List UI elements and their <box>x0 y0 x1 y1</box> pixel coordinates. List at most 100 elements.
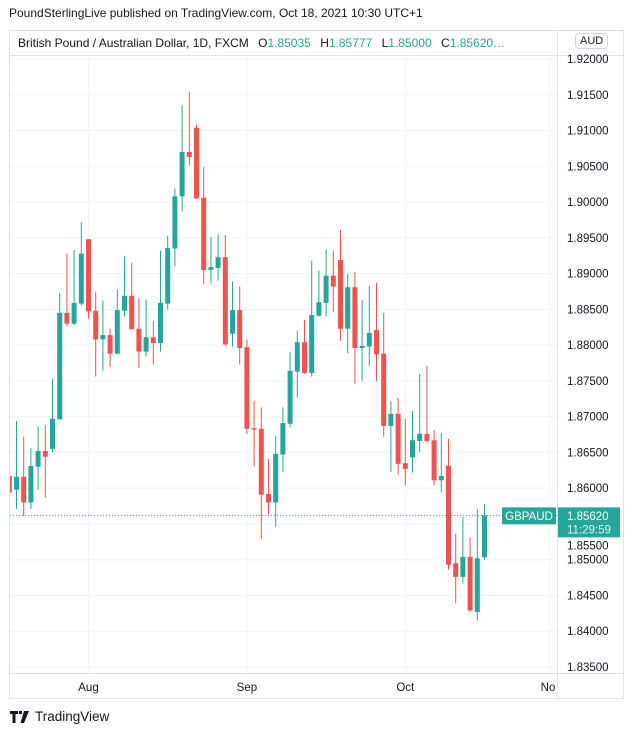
candle-up <box>143 337 149 352</box>
candle-down <box>237 310 243 348</box>
symbol-legend: British Pound / Australian Dollar, 1D, F… <box>18 36 505 50</box>
footer-brand-label: TradingView <box>35 709 110 724</box>
candle-up <box>230 310 235 334</box>
high-label: H <box>320 36 329 50</box>
y-tick-label: 1.88000 <box>567 340 609 352</box>
candle-down <box>302 342 307 374</box>
candle-up <box>14 476 19 490</box>
candle-down <box>107 335 113 354</box>
candle-up <box>280 423 286 455</box>
candle-down <box>136 328 142 352</box>
y-tick-label: 1.87500 <box>567 376 609 388</box>
candle-down <box>374 330 379 355</box>
candle-up <box>388 413 394 426</box>
candle-up <box>323 275 329 303</box>
candle-up <box>158 302 163 343</box>
candle-down <box>381 353 387 426</box>
candle-up <box>215 257 221 268</box>
candle-down <box>86 239 91 312</box>
candle-up <box>50 418 55 449</box>
candle-down <box>186 151 192 157</box>
candle-up <box>28 466 34 503</box>
candle-up <box>287 370 293 424</box>
candle-up <box>78 253 84 304</box>
candle-up <box>345 287 351 329</box>
y-tick-label: 1.84000 <box>567 626 609 638</box>
publisher-line: PoundSterlingLive published on TradingVi… <box>9 6 423 20</box>
candle-down <box>424 433 430 441</box>
candle-down <box>222 257 228 345</box>
y-tick-label: 1.91000 <box>567 126 609 138</box>
candle-down <box>352 287 358 348</box>
candle-down <box>453 563 459 577</box>
candle-down <box>330 275 336 287</box>
candle-up <box>179 151 185 197</box>
close-value: 1.85620… <box>449 36 506 50</box>
y-tick-label: 1.91500 <box>567 90 609 102</box>
candle-up <box>208 267 214 271</box>
low-label: L <box>381 36 389 50</box>
candle-down <box>150 337 156 343</box>
candle-up <box>366 332 372 347</box>
candle-up <box>410 440 415 458</box>
candle-up <box>294 342 300 372</box>
x-tick-label: No <box>541 682 556 694</box>
candle-down <box>10 476 12 493</box>
candle-up <box>474 558 480 612</box>
candle-up <box>460 556 466 577</box>
chart-frame <box>9 30 624 699</box>
y-tick-label: 1.92000 <box>567 54 609 66</box>
candle-up <box>172 196 178 249</box>
y-tick-label: 1.85000 <box>567 555 609 567</box>
candle-down <box>467 556 473 611</box>
y-tick-label: 1.88500 <box>567 304 609 316</box>
candle-down <box>338 259 343 329</box>
footer-brand: TradingView <box>10 709 109 724</box>
candle-down <box>42 450 48 457</box>
tradingview-logo-icon <box>10 710 29 723</box>
current-price-box <box>558 507 620 538</box>
candle-down <box>93 310 99 340</box>
candle-down <box>258 428 264 495</box>
x-tick-label: Aug <box>78 682 98 694</box>
high-value: 1.85777 <box>328 36 373 50</box>
candle-down <box>402 463 408 469</box>
symbol-price-tag-label: GBPAUD <box>505 511 553 523</box>
candle-down <box>266 493 271 503</box>
candle-up <box>482 515 487 558</box>
y-tick-label: 1.86000 <box>567 483 609 495</box>
candle-up <box>417 433 423 441</box>
candle-up <box>57 312 63 420</box>
candle-up <box>35 450 41 467</box>
candle-down <box>395 413 401 464</box>
y-tick-label: 1.86500 <box>567 447 609 459</box>
low-value: 1.85000 <box>388 36 432 50</box>
candle-up <box>309 315 315 374</box>
candle-up <box>71 302 77 324</box>
y-tick-label: 1.85500 <box>567 540 609 552</box>
candle-down <box>64 312 70 324</box>
candle-down <box>431 440 437 481</box>
y-tick-label: 1.84500 <box>567 590 609 602</box>
candle-down <box>129 295 135 330</box>
candle-down <box>21 476 27 503</box>
y-tick-label: 1.83500 <box>567 662 609 674</box>
candle-up <box>438 476 444 481</box>
candle-up <box>316 302 322 316</box>
open-label: O <box>258 36 268 50</box>
candle-down <box>201 197 207 271</box>
bar-countdown-label: 11:29:59 <box>567 524 611 536</box>
currency-button[interactable]: AUD <box>575 33 609 49</box>
y-tick-label: 1.90500 <box>567 161 609 173</box>
open-value: 1.85035 <box>267 36 311 50</box>
candle-up <box>122 295 127 311</box>
symbol-price-tag <box>502 507 556 525</box>
candle-up <box>114 310 120 354</box>
current-price-label: 1.85620 <box>567 511 609 523</box>
candle-up <box>100 335 106 340</box>
close-label: C <box>441 36 450 50</box>
candle-down <box>251 428 257 430</box>
candle-up <box>359 345 365 348</box>
candle-down <box>244 347 250 429</box>
